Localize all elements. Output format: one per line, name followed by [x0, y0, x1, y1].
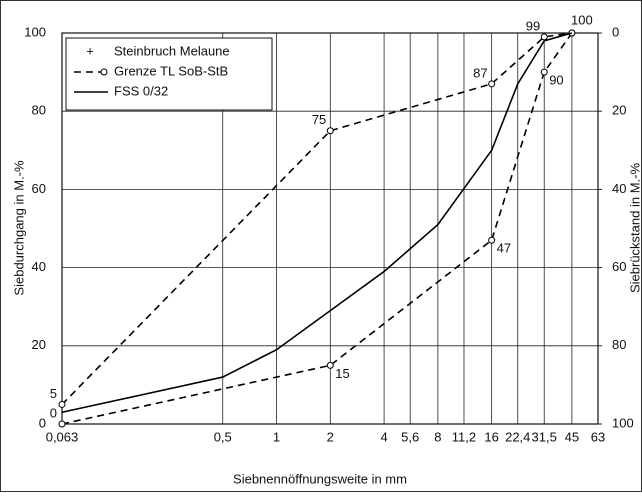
x-tick-label: 11,2 [452, 429, 476, 444]
y2-tick-label: 100 [612, 415, 634, 430]
y-tick-label: 100 [24, 24, 46, 39]
x-tick-label: 45 [565, 429, 579, 444]
point-marker [540, 33, 548, 41]
point-marker [326, 361, 334, 369]
y-tick-label: 20 [32, 337, 46, 352]
legend-label: FSS 0/32 [114, 83, 168, 98]
point-marker [58, 420, 66, 428]
y2-tick-label: 0 [612, 24, 619, 39]
data-label: 15 [335, 366, 349, 381]
x-tick-label: 0,5 [214, 429, 232, 444]
plot-area [61, 32, 599, 425]
point-marker [326, 127, 334, 135]
x-tick-label: 2 [327, 429, 334, 444]
x-tick-label: 4 [380, 429, 387, 444]
legend-label: Grenze TL SoB-StB [114, 63, 228, 78]
point-marker [488, 236, 496, 244]
x-axis-label: Siebnennöffnungsweite in mm [233, 471, 407, 486]
x-tick-label: 22,4 [505, 429, 530, 444]
data-label: 100 [571, 12, 593, 27]
y2-tick-label: 20 [612, 103, 626, 118]
y2-tick-label: 40 [612, 181, 626, 196]
legend-label: Steinbruch Melaune [114, 43, 230, 58]
data-label: 90 [549, 73, 563, 88]
data-label: 87 [473, 65, 487, 80]
x-tick-label: 31,5 [532, 429, 557, 444]
data-label: 5 [50, 386, 57, 401]
x-tick-label: 0,063 [46, 429, 79, 444]
point-marker [540, 68, 548, 76]
legend-symbol: + [86, 43, 94, 58]
y-axis-label: Siebdurchgang in M.-% [11, 160, 26, 296]
y2-tick-label: 80 [612, 337, 626, 352]
y-tick-label: 40 [32, 259, 46, 274]
legend-box [65, 37, 273, 111]
x-tick-label: 63 [591, 429, 605, 444]
x-tick-label: 8 [434, 429, 441, 444]
point-marker [58, 400, 66, 408]
x-tick-label: 5,6 [401, 429, 419, 444]
y-tick-label: 80 [32, 103, 46, 118]
data-label: 47 [497, 241, 511, 256]
series-line [61, 32, 573, 406]
y2-axis-label: Siebrückstand in M.-% [627, 163, 642, 293]
y-tick-label: 60 [32, 181, 46, 196]
y2-tick-label: 60 [612, 259, 626, 274]
series-line [61, 32, 573, 425]
series-line [61, 32, 573, 414]
data-label: 75 [312, 112, 326, 127]
legend-symbol [100, 68, 108, 76]
x-tick-label: 1 [273, 429, 280, 444]
y-tick-label: 0 [39, 415, 46, 430]
data-label: 0 [50, 405, 57, 420]
data-label: 99 [526, 18, 540, 33]
point-marker [488, 80, 496, 88]
x-tick-label: 16 [484, 429, 498, 444]
